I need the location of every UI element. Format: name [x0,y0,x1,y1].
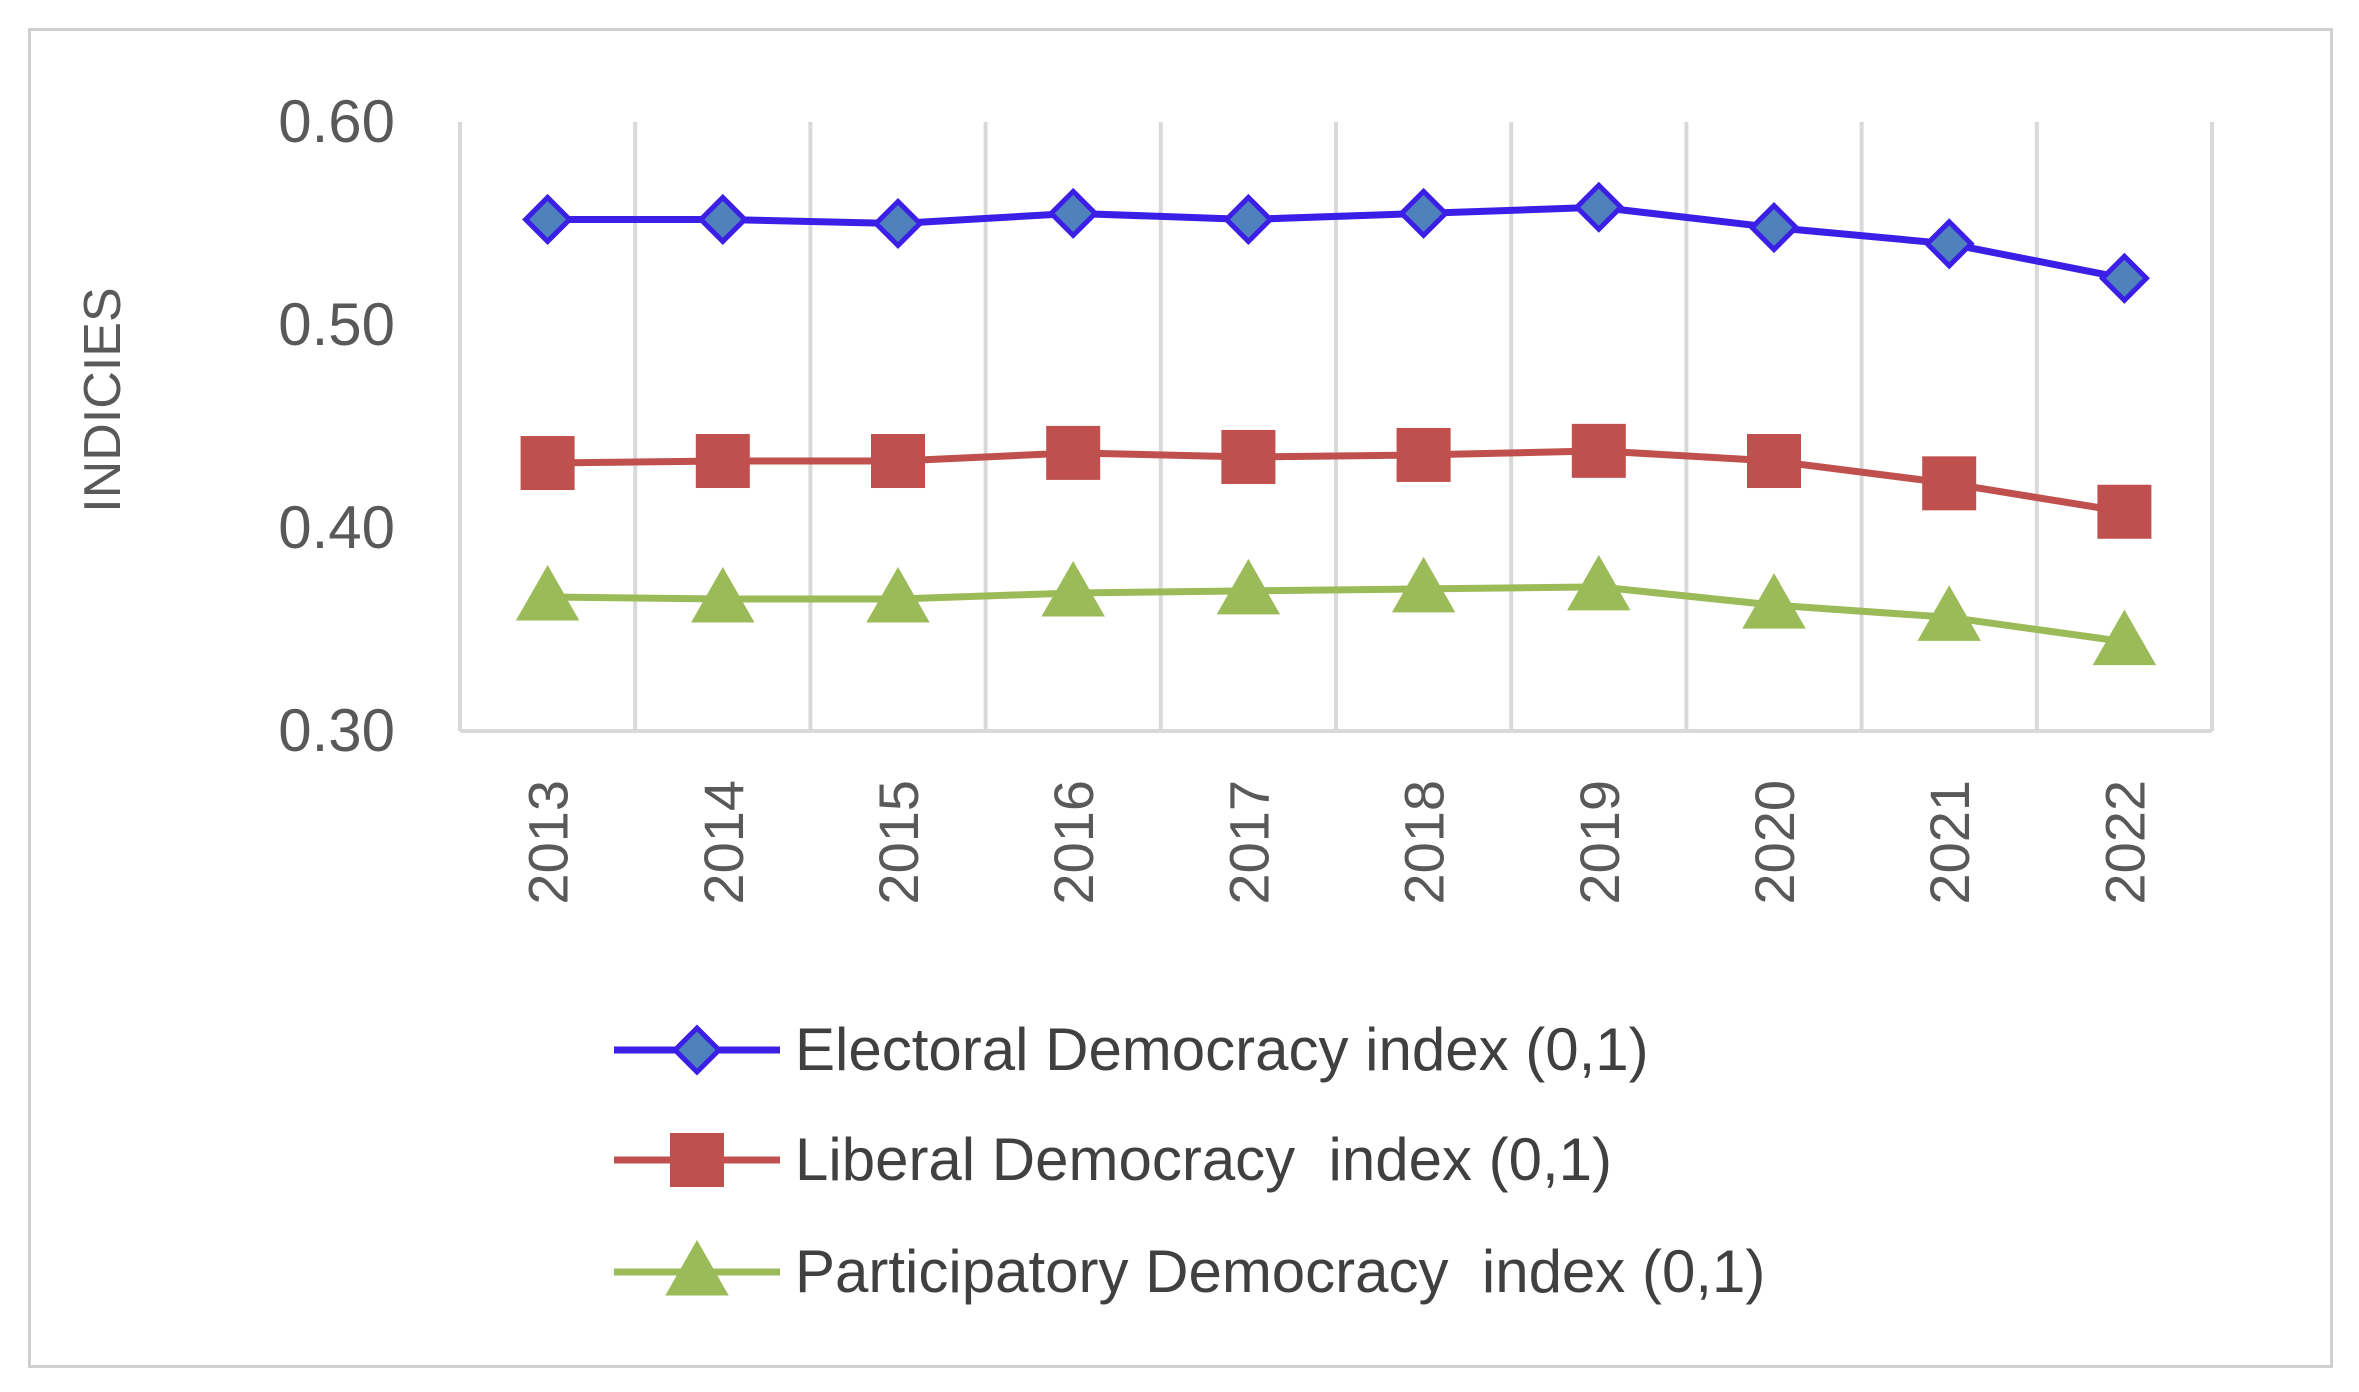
series-line [547,583,2125,646]
y-tick-label: 0.50 [278,291,395,358]
data-point-triangle [2092,609,2157,666]
x-tick-label: 2017 [1217,780,1280,905]
legend: Electoral Democracy index (0,1) Liberal D… [614,1016,1765,1305]
data-point-diamond [872,197,924,250]
x-tick-label: 2022 [2093,780,2156,905]
x-tick-label: 2020 [1743,780,1806,905]
y-axis-ticks: 0.30 0.40 0.50 0.60 [278,88,395,764]
x-tick-label: 2019 [1568,780,1631,905]
data-point-square [1046,425,1101,480]
legend-marker [665,1239,729,1296]
legend-item: Liberal Democracy index (0,1) [614,1126,1612,1193]
data-point-diamond [1398,187,1450,239]
data-point-triangle [1742,573,1806,629]
x-tick-label: 2016 [1042,780,1105,905]
y-tick-label: 0.60 [278,88,395,155]
data-point-diamond [522,193,574,245]
data-point-triangle [1041,560,1105,617]
x-tick-label: 2014 [692,780,755,905]
series-line [547,203,2126,282]
legend-marker [671,1024,723,1076]
x-tick-label: 2018 [1393,780,1456,905]
y-tick-label: 0.40 [278,494,395,561]
data-point-diamond [697,193,749,245]
data-point-diamond [1047,187,1099,239]
legend-item: Participatory Democracy index (0,1) [614,1238,1765,1305]
data-point-triangle [1917,585,1981,641]
data-point-square [1396,427,1451,482]
data-point-square [1571,423,1626,478]
y-axis-label: INDICIES [74,287,132,512]
series-line [547,447,2125,516]
y-tick-label: 0.30 [278,697,395,764]
data-point-diamond [2098,252,2150,304]
data-point-diamond [1923,218,1975,270]
data-point-square [520,436,575,491]
data-point-square [1922,456,1977,511]
data-point-triangle [515,565,580,621]
data-point-diamond [1748,202,1800,254]
series-1 [522,181,2150,304]
x-tick-label: 2015 [867,780,930,905]
legend-label: Electoral Democracy index (0,1) [795,1016,1649,1083]
x-axis-ticks: 2013 2014 2015 2016 2017 2018 2019 2020 2021 2022 [517,780,2157,905]
series-2 [520,423,2152,539]
data-point-triangle [691,567,755,623]
data-point-triangle [1216,558,1281,615]
x-tick-label: 2021 [1918,780,1981,905]
data-point-square [1221,429,1276,484]
data-point-square [871,434,925,489]
data-point-triangle [1567,554,1631,611]
legend-label: Participatory Democracy index (0,1) [795,1238,1765,1305]
data-point-square [695,434,750,489]
data-point-triangle [1391,556,1456,613]
data-series [515,181,2157,666]
series-3 [515,554,2157,666]
legend-item: Electoral Democracy index (0,1) [614,1016,1649,1083]
data-point-square [1747,434,1801,489]
data-point-triangle [866,567,930,623]
data-point-diamond [1222,193,1274,245]
legend-marker [670,1133,724,1187]
data-point-diamond [1573,181,1625,233]
legend-label: Liberal Democracy index (0,1) [795,1126,1612,1193]
grid-lines [458,122,2214,731]
data-point-square [2097,484,2152,539]
x-tick-label: 2013 [517,780,580,905]
